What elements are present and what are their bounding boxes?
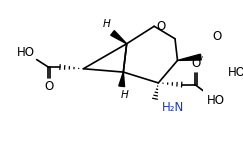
Polygon shape xyxy=(177,54,201,60)
Text: H₂N: H₂N xyxy=(162,101,184,114)
Text: HO: HO xyxy=(207,94,225,107)
Text: O: O xyxy=(212,30,221,43)
Text: H: H xyxy=(121,90,129,100)
Text: H: H xyxy=(103,19,111,29)
Text: HO: HO xyxy=(227,66,243,79)
Polygon shape xyxy=(119,72,125,87)
Text: O: O xyxy=(157,20,166,33)
Text: HO: HO xyxy=(17,46,35,59)
Text: O: O xyxy=(44,80,54,93)
Polygon shape xyxy=(111,31,127,44)
Text: O: O xyxy=(191,57,200,70)
